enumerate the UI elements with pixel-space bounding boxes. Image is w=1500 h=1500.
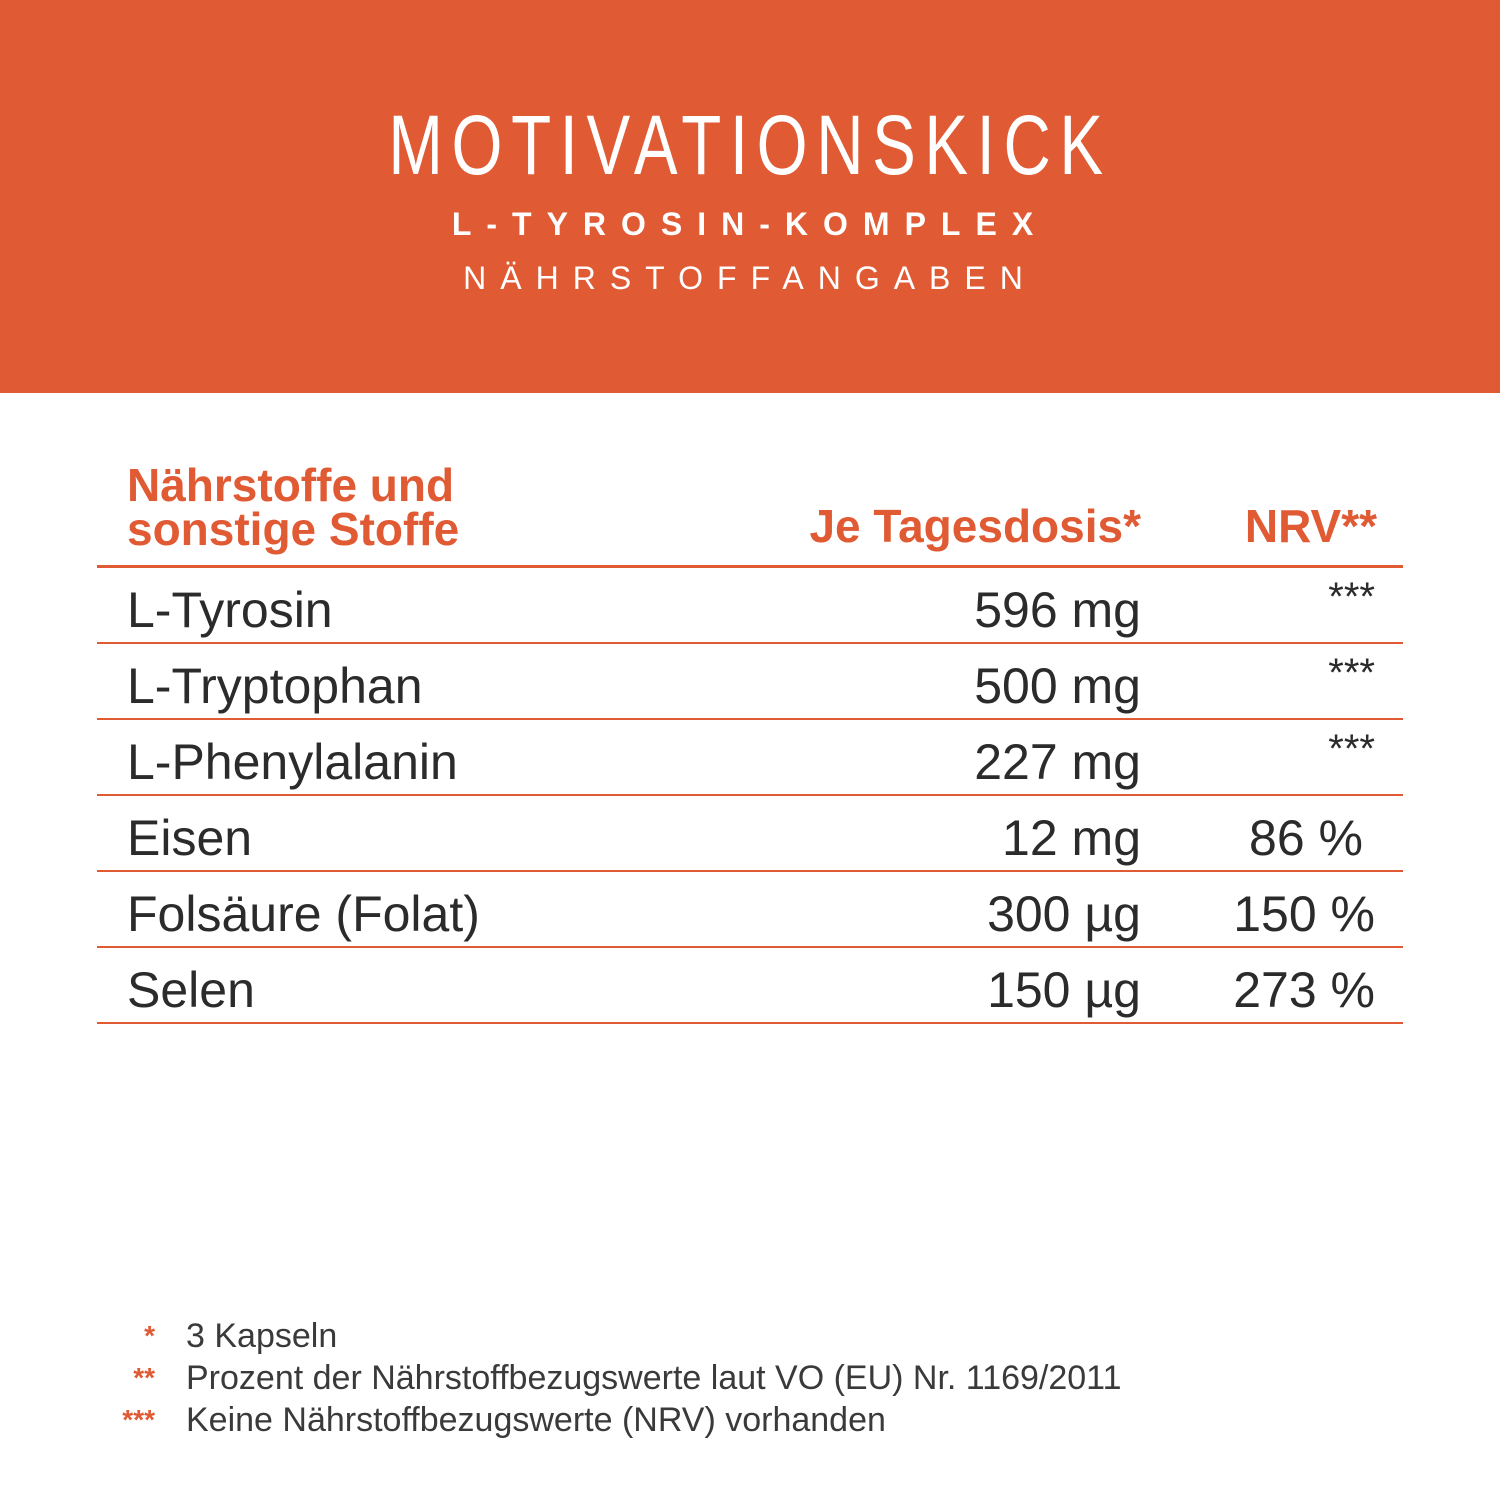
table-row: Eisen 12 mg 86 % [97,796,1403,872]
nutrient-name: L-Phenylalanin [127,734,458,790]
nutrient-name: Selen [127,962,255,1018]
footnote-text: Prozent der Nährstoffbezugswerte laut VO… [186,1359,1122,1397]
product-subtitle: L-TYROSIN-KOMPLEX [451,206,1049,242]
footnote: * 3 Kapseln [100,1315,1400,1357]
product-title: MOTIVATIONSKICK [388,98,1112,192]
footnote-mark: *** [122,1404,155,1435]
nutrient-dose: 227 mg [974,734,1141,790]
column-header-nrv: NRV** [1244,500,1377,552]
column-header-nutrients: Nährstoffe und sonstige Stoffe [127,459,647,555]
column-header-daily-dose: Je Tagesdosis* [809,500,1141,552]
table-row: Selen 150 µg 273 % [97,948,1403,1024]
table-row: Folsäure (Folat) 300 µg 150 % [97,872,1403,948]
table-row: L-Phenylalanin 227 mg *** [97,720,1403,796]
column-header-nutrients-line1: Nährstoffe und [127,459,455,511]
table-row: L-Tryptophan 500 mg *** [97,644,1403,720]
nutrient-dose: 300 µg [987,886,1141,942]
nutrient-nrv: *** [1328,651,1375,695]
header-banner: MOTIVATIONSKICK L-TYROSIN-KOMPLEX NÄHRST… [0,0,1500,393]
nutrient-nrv: *** [1328,727,1375,771]
column-header-nutrients-line2: sonstige Stoffe [127,503,460,555]
nutrient-dose: 596 mg [974,582,1141,638]
nutrient-name: Eisen [127,810,253,866]
footnote-text: Keine Nährstoffbezugswerte (NRV) vorhand… [186,1401,886,1439]
nutrient-name: Folsäure (Folat) [127,886,480,942]
nutrient-nrv: *** [1328,575,1375,619]
nutrient-table: L-Tyrosin 596 mg *** L-Tryptophan 500 mg… [97,568,1403,1024]
section-heading: NÄHRSTOFFANGABEN [463,260,1037,296]
footnote: ** Prozent der Nährstoffbezugswerte laut… [100,1357,1400,1399]
nutrient-name: L-Tyrosin [127,582,333,638]
nutrient-dose: 500 mg [974,658,1141,714]
header-divider [97,565,1403,568]
footnote: *** Keine Nährstoffbezugswerte (NRV) vor… [100,1399,1400,1441]
nutrient-dose: 12 mg [1002,810,1141,866]
nutrient-nrv: 273 % [1233,962,1375,1018]
footnotes: * 3 Kapseln ** Prozent der Nährstoffbezu… [100,1315,1400,1441]
nutrient-nrv: 86 % [1249,810,1363,866]
nutrient-name: L-Tryptophan [127,658,423,714]
footnote-mark: * [144,1320,155,1351]
footnote-mark: ** [133,1362,155,1393]
nutrient-dose: 150 µg [987,962,1141,1018]
nutrient-nrv: 150 % [1233,886,1375,942]
table-header: Nährstoffe und sonstige Stoffe Je Tagesd… [97,455,1403,565]
footnote-text: 3 Kapseln [186,1317,338,1355]
table-row: L-Tyrosin 596 mg *** [97,568,1403,644]
